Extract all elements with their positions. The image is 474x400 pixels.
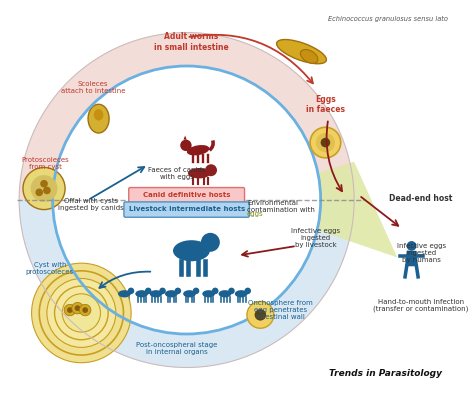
Circle shape bbox=[64, 304, 76, 316]
Circle shape bbox=[310, 127, 341, 158]
Ellipse shape bbox=[135, 290, 148, 298]
Circle shape bbox=[247, 302, 274, 328]
Text: Cyst with
protoscoleces: Cyst with protoscoleces bbox=[26, 262, 74, 276]
Text: Dead-end host: Dead-end host bbox=[390, 194, 453, 202]
Text: Offal with cysts
ingested by canids: Offal with cysts ingested by canids bbox=[58, 198, 124, 211]
Ellipse shape bbox=[301, 50, 318, 63]
Text: Protoscoleces
from cyst: Protoscoleces from cyst bbox=[21, 157, 69, 170]
Polygon shape bbox=[405, 251, 418, 266]
Circle shape bbox=[245, 288, 251, 294]
Ellipse shape bbox=[173, 240, 210, 261]
Ellipse shape bbox=[183, 290, 196, 298]
Text: Livestock intermediate hosts: Livestock intermediate hosts bbox=[128, 206, 245, 212]
Ellipse shape bbox=[88, 104, 109, 133]
Circle shape bbox=[145, 288, 152, 294]
Circle shape bbox=[75, 305, 81, 311]
Wedge shape bbox=[19, 200, 354, 368]
Text: Scoleces
attach to intestine: Scoleces attach to intestine bbox=[61, 80, 125, 94]
Circle shape bbox=[212, 288, 219, 294]
Circle shape bbox=[407, 241, 417, 251]
Circle shape bbox=[201, 233, 220, 252]
Ellipse shape bbox=[277, 40, 327, 64]
Circle shape bbox=[205, 164, 217, 176]
Ellipse shape bbox=[219, 290, 231, 298]
Wedge shape bbox=[19, 32, 354, 200]
Circle shape bbox=[67, 307, 73, 313]
Text: Post-oncospheral stage
in internal organs: Post-oncospheral stage in internal organ… bbox=[137, 342, 218, 355]
Circle shape bbox=[174, 288, 181, 294]
Text: Infective eggs
ingested
by livestock: Infective eggs ingested by livestock bbox=[292, 228, 340, 248]
Ellipse shape bbox=[118, 290, 131, 298]
Circle shape bbox=[82, 307, 88, 313]
Circle shape bbox=[72, 302, 83, 314]
Circle shape bbox=[316, 133, 335, 152]
Circle shape bbox=[47, 278, 116, 347]
Circle shape bbox=[159, 288, 166, 294]
Text: eggs: eggs bbox=[247, 211, 264, 217]
Circle shape bbox=[36, 188, 43, 196]
Circle shape bbox=[193, 288, 200, 294]
Ellipse shape bbox=[187, 145, 210, 156]
Text: Echinococcus granulosus sensu lato: Echinococcus granulosus sensu lato bbox=[328, 16, 448, 22]
Circle shape bbox=[40, 180, 48, 188]
Polygon shape bbox=[183, 136, 187, 140]
Ellipse shape bbox=[235, 290, 247, 298]
Text: Faeces of canids
with eggs: Faeces of canids with eggs bbox=[148, 167, 206, 180]
Text: Hand-to-mouth infection
(transfer or contamination): Hand-to-mouth infection (transfer or con… bbox=[374, 298, 469, 312]
Text: Canid definitive hosts: Canid definitive hosts bbox=[143, 192, 230, 198]
Text: Trends in Parasitology: Trends in Parasitology bbox=[329, 369, 442, 378]
Circle shape bbox=[43, 187, 51, 194]
Text: Onchosphere from
egg penetrates
intestinal wall: Onchosphere from egg penetrates intestin… bbox=[248, 300, 313, 320]
Circle shape bbox=[180, 140, 191, 151]
FancyBboxPatch shape bbox=[129, 188, 245, 203]
Ellipse shape bbox=[202, 290, 215, 298]
Circle shape bbox=[320, 138, 330, 147]
Circle shape bbox=[32, 263, 131, 363]
Circle shape bbox=[228, 288, 235, 294]
Circle shape bbox=[80, 304, 91, 316]
Text: Infective eggs
ingested
by humans: Infective eggs ingested by humans bbox=[397, 243, 446, 263]
Circle shape bbox=[23, 168, 65, 210]
Circle shape bbox=[128, 288, 134, 294]
Ellipse shape bbox=[94, 109, 103, 120]
Circle shape bbox=[255, 309, 266, 320]
Wedge shape bbox=[53, 200, 320, 334]
Circle shape bbox=[62, 294, 100, 332]
Text: Eggs
in faeces: Eggs in faeces bbox=[306, 94, 345, 114]
Text: Environmental
contamination with: Environmental contamination with bbox=[247, 200, 315, 213]
Ellipse shape bbox=[188, 168, 210, 178]
Circle shape bbox=[31, 175, 57, 202]
Ellipse shape bbox=[165, 290, 178, 298]
Polygon shape bbox=[230, 162, 397, 258]
FancyBboxPatch shape bbox=[124, 202, 249, 217]
Wedge shape bbox=[53, 66, 320, 200]
Ellipse shape bbox=[150, 290, 163, 298]
Text: Adult worms
in small intestine: Adult worms in small intestine bbox=[154, 32, 229, 52]
